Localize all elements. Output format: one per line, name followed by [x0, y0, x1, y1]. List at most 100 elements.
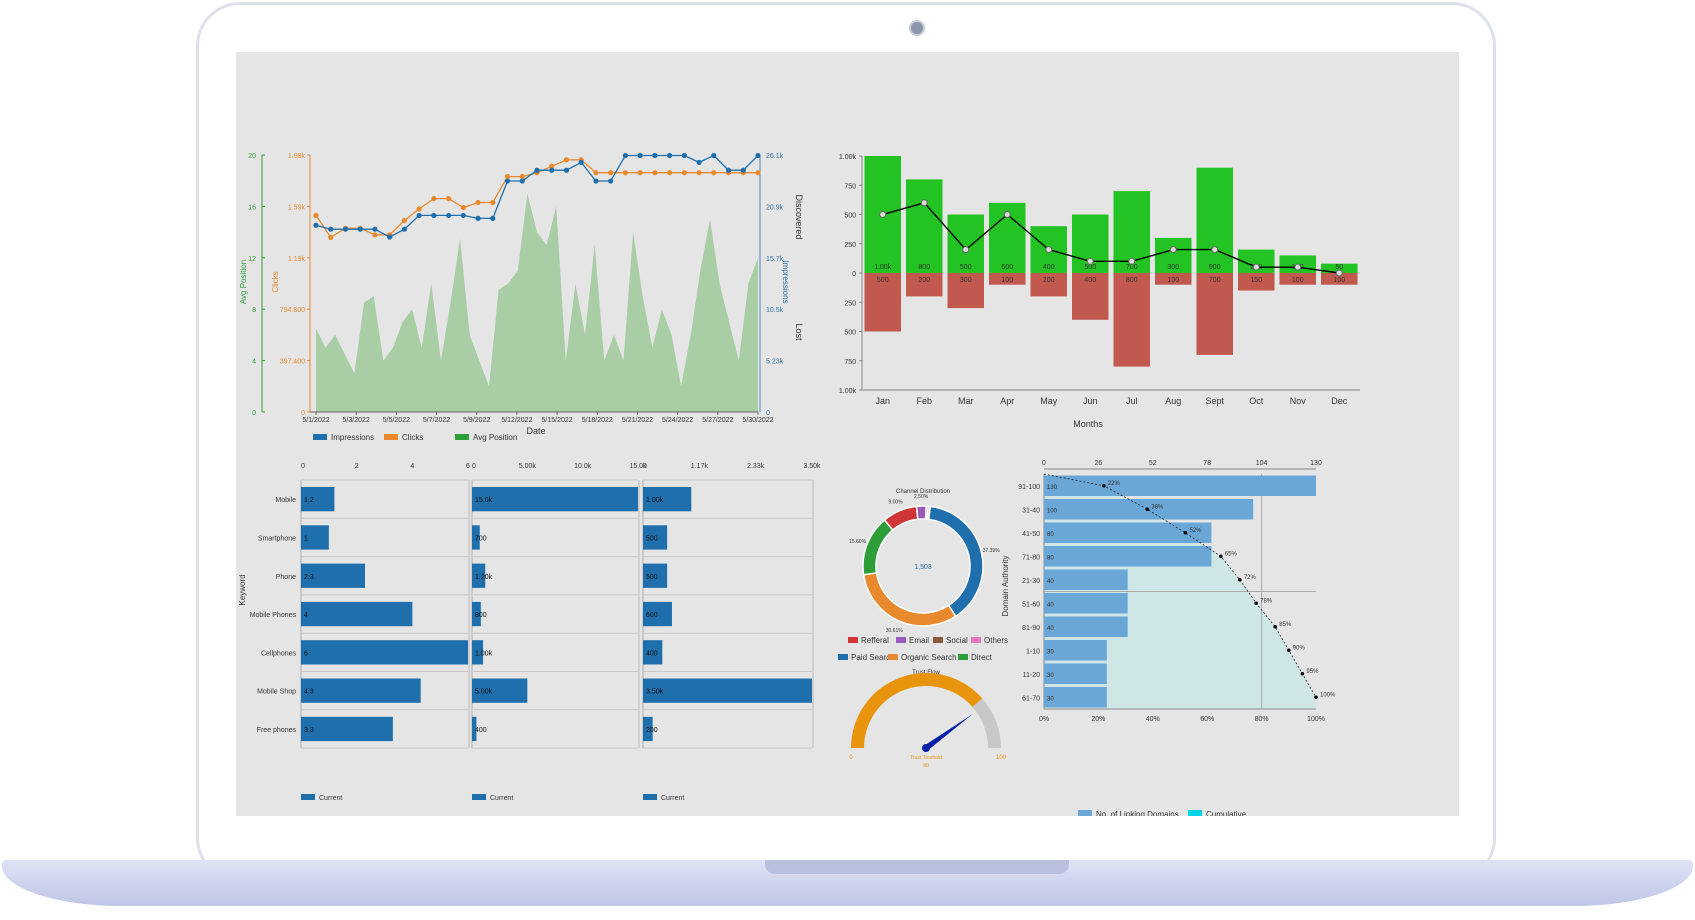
panel-tick-label: 2.33k	[747, 463, 765, 470]
month-label: Dec	[1331, 396, 1348, 406]
discovered-label: 800	[918, 264, 930, 271]
traffic-chart: 20 16 12 8 4 0 1.98k 1.59k 1.19k 794.800 397.400 0 2…	[239, 152, 790, 442]
cumulative-label: 90%	[1293, 645, 1306, 651]
clicks-tick-label: 0	[301, 410, 305, 417]
bar-value-label: 30	[1047, 696, 1054, 702]
keyword-label: Free phones	[257, 727, 297, 734]
clicks-point	[313, 212, 319, 219]
legend-swatch	[301, 794, 315, 800]
bar-value-label: 30	[1047, 649, 1054, 655]
lost-label: 500	[877, 277, 889, 284]
panel-tick-label: 10.0k	[574, 463, 592, 470]
month-label: May	[1040, 396, 1058, 406]
discovered-label: 600	[1001, 264, 1013, 271]
impressions-point	[372, 226, 378, 232]
bar-value-label: 40	[1047, 602, 1054, 608]
impressions-point	[711, 152, 717, 159]
impressions-point	[755, 152, 761, 159]
legend-label: Refferal	[861, 636, 889, 645]
slice-label: 37.39%	[983, 548, 1001, 554]
category-label: 11-20	[1023, 672, 1040, 679]
keyword-value-label: 1.2	[304, 497, 314, 504]
keyword-bar	[643, 525, 668, 550]
keyword-value-label: 1.00k	[646, 497, 664, 504]
lost-bar	[1279, 273, 1317, 285]
legend-label: Organic Search	[901, 653, 957, 662]
impressions-point	[387, 234, 393, 240]
keyword-bar	[643, 487, 692, 512]
net-point	[1003, 211, 1011, 218]
y-tick-label: 1.00k	[839, 154, 857, 161]
panel-tick-label: 1.17k	[691, 463, 709, 470]
lost-label: 200	[1043, 277, 1055, 284]
impressions-point	[416, 212, 422, 219]
lost-axis-label: Lost	[794, 323, 804, 341]
keyword-bar	[472, 487, 638, 512]
lost-bar	[1196, 273, 1234, 355]
keyword-label: Phone	[276, 574, 296, 581]
keyword-bar	[472, 563, 486, 588]
impressions-tick-label: 15.7k	[766, 256, 784, 263]
x-tick-label: 5/3/2022	[343, 417, 370, 424]
keyword-bar	[472, 678, 528, 703]
category-label: 81-90	[1022, 625, 1040, 632]
bottom-tick-label: 80%	[1255, 716, 1269, 723]
donut-slice	[927, 505, 984, 618]
discovered-label: 300	[1167, 264, 1179, 271]
linking-domains-bar	[1044, 640, 1107, 661]
panel-tick-label: 3.50k	[803, 463, 821, 470]
clicks-point	[372, 232, 378, 238]
x-tick-label: 5/21/2022	[622, 417, 653, 424]
linking-domains-bar	[1044, 593, 1128, 614]
clicks-point	[460, 205, 466, 211]
legend-swatch	[1188, 810, 1202, 816]
channel-distribution-chart: Channel Distribution 37.39% 30.61% 15.60% 9.…	[838, 489, 1008, 662]
keyword-value-label: 3.3	[304, 727, 314, 734]
keyword-bar	[643, 640, 663, 665]
keyword-bar	[301, 487, 335, 512]
panel-tick-label: 15.0k	[629, 463, 647, 470]
panel-tick-label: 2	[355, 463, 359, 470]
impressions-point	[342, 226, 349, 232]
impressions-point	[519, 178, 525, 184]
cumulative-label: 85%	[1279, 622, 1292, 628]
keyword-value-label: 800	[475, 612, 487, 619]
impressions-point	[446, 212, 452, 219]
bar-value-label: 80	[1047, 555, 1054, 561]
y-tick-label: 250	[844, 300, 856, 307]
lost-label: 100	[1167, 277, 1179, 284]
clicks-point	[622, 170, 628, 176]
legend-swatch	[472, 794, 486, 800]
keyword-value-label: 500	[646, 574, 658, 581]
x-tick-label: 5/12/2022	[501, 417, 532, 424]
legend-label: Avg Position	[473, 433, 517, 442]
bottom-tick-label: 40%	[1146, 716, 1160, 723]
donut-center-label: 1,503	[914, 564, 932, 571]
keyword-value-label: 200	[646, 727, 658, 734]
category-label: 21-30	[1022, 578, 1040, 585]
keyword-bar	[301, 716, 393, 742]
impressions-point	[475, 215, 481, 221]
cumulative-point	[1183, 530, 1188, 535]
keyword-value-label: 400	[475, 727, 487, 734]
lost-bar	[864, 273, 902, 332]
impressions-point	[696, 159, 702, 165]
cumulative-point	[1102, 483, 1106, 488]
cumulative-point	[1145, 507, 1150, 512]
impressions-point	[313, 222, 319, 228]
impressions-point	[725, 167, 732, 173]
impressions-point	[534, 167, 540, 173]
discovered-label: 50	[1335, 264, 1343, 271]
clicks-point	[608, 170, 614, 176]
keyword-label: Mobile Phones	[250, 612, 297, 619]
discovered-bar	[1320, 263, 1358, 273]
legend-label: No. of Linking Domains	[1096, 810, 1179, 816]
cumulative-line	[1043, 473, 1317, 698]
legend-label: Others	[984, 636, 1008, 645]
discovered-label: 700	[1126, 264, 1138, 271]
legend-label: Current	[319, 795, 342, 802]
impressions-point	[608, 178, 614, 184]
panel-tick-label: 6	[466, 463, 470, 470]
category-label: 71-80	[1022, 554, 1040, 561]
keyword-value-label: 1.20k	[475, 574, 493, 581]
